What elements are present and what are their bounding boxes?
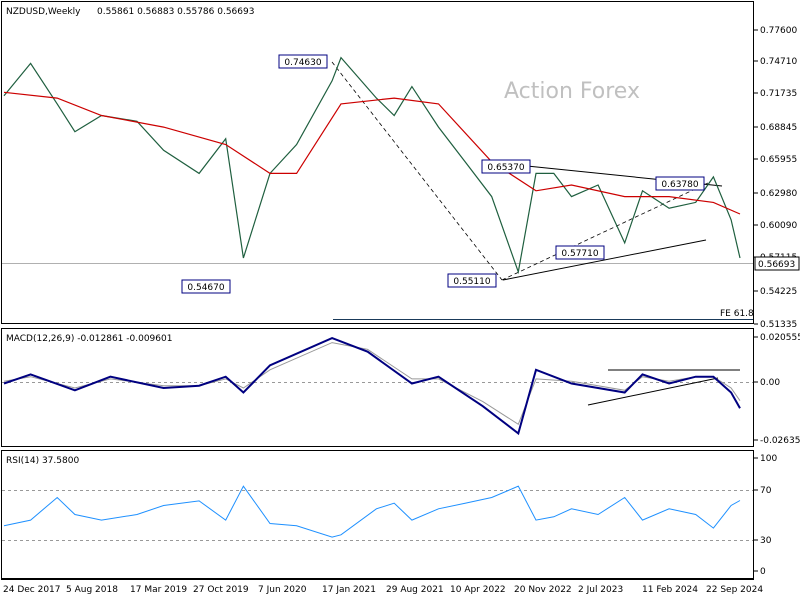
time-axis-label: 17 Mar 2019 xyxy=(130,585,187,595)
macd-tick: 0.020555 xyxy=(754,333,800,343)
svg-text:0.63780: 0.63780 xyxy=(661,180,698,190)
svg-text:0.71735: 0.71735 xyxy=(760,89,797,99)
rsi-axis: 100 70 30 0 xyxy=(754,454,777,577)
macd-signal-line xyxy=(3,342,741,426)
triangle-lower-line xyxy=(502,239,707,281)
svg-text:0.54670: 0.54670 xyxy=(187,283,224,293)
svg-text:0: 0 xyxy=(760,567,766,577)
time-axis-label: 5 Aug 2018 xyxy=(66,585,118,595)
rsi-line xyxy=(3,485,741,538)
macd-main-line xyxy=(3,337,741,436)
svg-text:-0.026356: -0.026356 xyxy=(760,436,800,446)
price-tick: 0.68845 xyxy=(754,123,797,133)
symbol-label: NZDUSD,Weekly xyxy=(6,7,81,17)
price-tick: 0.65955 xyxy=(754,155,797,165)
macd-pane-frame xyxy=(1,328,754,447)
macd-support-line xyxy=(587,377,719,406)
fe-61-8-label: FE 61.8 xyxy=(720,309,754,319)
moving-average-series xyxy=(3,91,741,215)
svg-text:0.00: 0.00 xyxy=(760,378,780,388)
svg-text:0.62980: 0.62980 xyxy=(760,189,797,199)
rsi-pane-frame xyxy=(1,450,754,579)
time-axis-label: 11 Feb 2024 xyxy=(642,585,698,595)
svg-text:0.020555: 0.020555 xyxy=(760,333,800,343)
time-axis: 24 Dec 2017 5 Aug 2018 17 Mar 2019 27 Oc… xyxy=(3,585,763,595)
price-series-line xyxy=(3,56,741,275)
callout-065370: 0.65370 xyxy=(481,159,531,174)
svg-text:0.60090: 0.60090 xyxy=(760,221,797,231)
callout-054670: 0.54670 xyxy=(181,279,231,294)
callout-057710: 0.57710 xyxy=(555,245,605,260)
macd-label: MACD(12,26,9) -0.012861 -0.009601 xyxy=(6,334,172,344)
time-axis-label: 24 Dec 2017 xyxy=(3,585,61,595)
rsi-tick: 30 xyxy=(754,536,772,546)
rsi-label: RSI(14) 37.5800 xyxy=(6,456,79,466)
time-axis-label: 22 Sep 2024 xyxy=(706,585,763,595)
price-tick: 0.74710 xyxy=(754,57,797,67)
price-tick: 0.54225 xyxy=(754,287,797,297)
time-axis-label: 17 Jan 2021 xyxy=(322,585,376,595)
watermark: Action Forex xyxy=(504,79,640,104)
svg-text:100: 100 xyxy=(760,454,777,464)
price-callouts: 0.74630 0.54670 0.55110 0.65370 0.57710 … xyxy=(181,54,705,294)
callout-063780: 0.63780 xyxy=(655,176,705,191)
callout-074630: 0.74630 xyxy=(278,54,328,69)
time-axis-label: 29 Aug 2021 xyxy=(386,585,444,595)
time-axis-label: 10 Apr 2022 xyxy=(450,585,506,595)
svg-text:0.74710: 0.74710 xyxy=(760,57,797,67)
rsi-tick: 70 xyxy=(754,486,772,496)
price-tick: 0.51335 xyxy=(754,320,797,330)
svg-text:70: 70 xyxy=(760,486,772,496)
svg-text:0.74630: 0.74630 xyxy=(284,58,321,68)
time-axis-label: 2 Jul 2023 xyxy=(578,585,623,595)
rsi-tick: 100 xyxy=(754,454,777,464)
svg-text:0.55110: 0.55110 xyxy=(453,277,490,287)
price-pane-frame xyxy=(1,1,754,324)
macd-axis: 0.020555 0.00 -0.026356 xyxy=(754,333,800,446)
rsi-tick: 0 xyxy=(754,567,766,577)
price-tick: 0.77600 xyxy=(754,26,797,36)
svg-text:0.56693: 0.56693 xyxy=(758,260,795,270)
price-series xyxy=(3,56,741,275)
ohlc-readout: 0.55861 0.56883 0.55786 0.56693 xyxy=(97,7,254,17)
macd-series xyxy=(3,337,741,436)
svg-text:0.65955: 0.65955 xyxy=(760,155,797,165)
svg-text:0.68845: 0.68845 xyxy=(760,123,797,133)
trendlines xyxy=(331,61,740,406)
current-price-tag: 0.56693 xyxy=(754,256,800,271)
svg-text:0.54225: 0.54225 xyxy=(760,287,797,297)
moving-average-line xyxy=(3,91,741,215)
time-axis-label: 27 Oct 2019 xyxy=(193,585,249,595)
svg-text:0.57710: 0.57710 xyxy=(561,249,598,259)
time-axis-label: 7 Jun 2020 xyxy=(258,585,307,595)
time-axis-label: 20 Nov 2022 xyxy=(514,585,572,595)
price-tick: 0.62980 xyxy=(754,189,797,199)
price-tick: 0.60090 xyxy=(754,221,797,231)
svg-text:30: 30 xyxy=(760,536,772,546)
trendline-dashed-rise xyxy=(501,182,709,281)
svg-text:0.77600: 0.77600 xyxy=(760,26,797,36)
price-tick: 0.71735 xyxy=(754,89,797,99)
macd-tick: 0.00 xyxy=(754,378,780,388)
svg-text:0.65370: 0.65370 xyxy=(487,163,524,173)
callout-055110: 0.55110 xyxy=(447,273,497,288)
price-axis: 0.77600 0.74710 0.71735 0.68845 0.65955 … xyxy=(754,26,800,330)
svg-text:0.51335: 0.51335 xyxy=(760,320,797,330)
rsi-series xyxy=(3,485,741,538)
macd-tick: -0.026356 xyxy=(754,436,800,446)
